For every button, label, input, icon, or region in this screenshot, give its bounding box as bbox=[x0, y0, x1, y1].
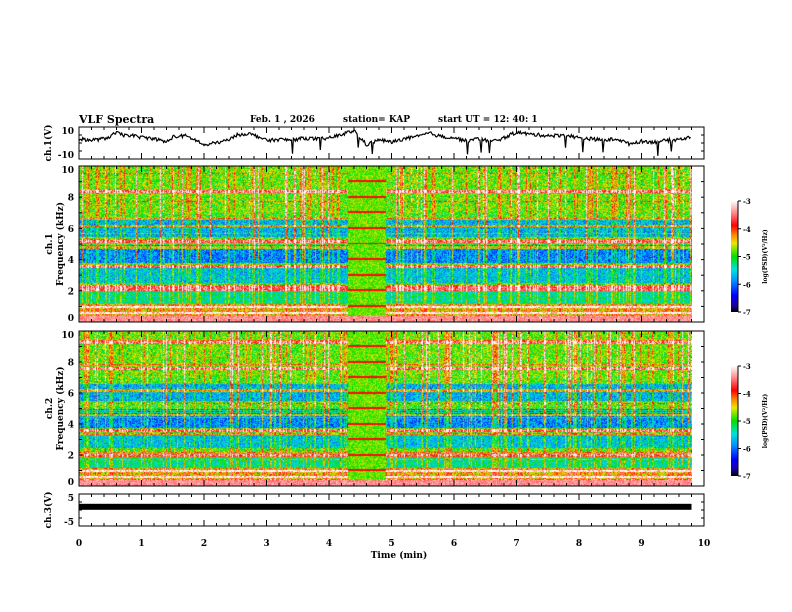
time-tick-label: 7 bbox=[513, 539, 519, 549]
date-label: Feb. 1 , 2026 bbox=[250, 115, 315, 125]
ch1-spectrogram-colorbar-tick-label: -7 bbox=[743, 308, 751, 317]
ch1-voltage-ytick-label: -10 bbox=[58, 151, 74, 161]
ch3-voltage-ytick-label: -5 bbox=[64, 518, 74, 528]
ch2-spectrogram-colorbar-label: log(PSD)(V²/Hz) bbox=[762, 394, 769, 449]
ch2-spectrogram-ytick-label: 10 bbox=[61, 331, 74, 341]
ch2-spectrogram-colorbar-tick-label: -7 bbox=[743, 472, 751, 481]
ch2-spectrogram-ytick-label: 8 bbox=[68, 359, 74, 369]
time-tick-label: 5 bbox=[388, 539, 394, 549]
ch2-spectrogram-colorbar-tick-label: -4 bbox=[743, 390, 751, 399]
time-tick-label: 10 bbox=[698, 539, 711, 549]
ch2-spectrogram-colorbar bbox=[731, 366, 738, 476]
ch1-spectrogram-ytick-label: 10 bbox=[61, 166, 74, 176]
ch2-spectrogram-colorbar-tick-label: -5 bbox=[743, 417, 751, 426]
ch1-spectrogram-colorbar-tick-label: -6 bbox=[743, 280, 751, 289]
ch1-spectrogram-image bbox=[79, 166, 692, 322]
time-tick-label: 2 bbox=[201, 539, 207, 549]
ch1-voltage-ylabel: ch.1(V) bbox=[43, 125, 54, 162]
time-tick-label: 3 bbox=[263, 539, 269, 549]
ch3-voltage-ytick-label: 5 bbox=[68, 494, 74, 504]
ch1-spectrogram-ylabel-quantity: Frequency (kHz) bbox=[55, 202, 66, 286]
trace-layer bbox=[78, 129, 692, 510]
start-time-label: start UT = 12: 40: 1 bbox=[438, 115, 538, 125]
ch3-voltage-ylabel: ch.3(V) bbox=[43, 492, 54, 529]
ch2-spectrogram-pixels bbox=[79, 331, 692, 486]
time-axis-label: Time (min) bbox=[371, 550, 428, 561]
ch2-spectrogram-ylabel-channel: ch.2 bbox=[45, 398, 55, 419]
ch1-spectrogram-pixels bbox=[79, 166, 692, 322]
ch2-spectrogram-ytick-label: 0 bbox=[68, 478, 74, 488]
axes-layer bbox=[78, 126, 741, 527]
ch2-spectrogram-ylabel-quantity: Frequency (kHz) bbox=[55, 366, 66, 450]
time-tick-label: 9 bbox=[638, 539, 644, 549]
ch1-spectrogram-colorbar-tick-label: -4 bbox=[743, 225, 751, 234]
ch1-spectrogram-ytick-label: 8 bbox=[68, 194, 74, 204]
time-tick-label: 0 bbox=[76, 539, 82, 549]
ch1-voltage-ytick-label: 10 bbox=[61, 127, 74, 137]
ch1-trace bbox=[78, 129, 691, 156]
station-label: station= KAP bbox=[343, 115, 411, 125]
time-tick-label: 4 bbox=[326, 539, 332, 549]
ch1-spectrogram-ytick-label: 2 bbox=[68, 287, 74, 297]
ch1-spectrogram-ytick-label: 4 bbox=[68, 256, 74, 266]
ch1-spectrogram-ytick-label: 6 bbox=[68, 225, 74, 235]
ch2-spectrogram-ytick-label: 4 bbox=[68, 421, 74, 431]
ch2-spectrogram-colorbar-tick-label: -6 bbox=[743, 445, 751, 454]
ch1-spectrogram-ylabel-channel: ch.1 bbox=[45, 233, 55, 254]
ch1-spectrogram-colorbar-label: log(PSD)(V²/Hz) bbox=[762, 229, 769, 284]
ch3-trace bbox=[79, 503, 692, 510]
time-tick-label: 8 bbox=[576, 539, 582, 549]
ch2-spectrogram-ytick-label: 6 bbox=[68, 390, 74, 400]
ch1-spectrogram-ytick-label: 0 bbox=[68, 314, 74, 324]
figure-title: VLF Spectra bbox=[79, 113, 155, 126]
ch1-spectrogram-colorbar-tick-label: -5 bbox=[743, 253, 751, 262]
ch2-spectrogram-ytick-label: 2 bbox=[68, 452, 74, 462]
time-tick-label: 6 bbox=[451, 539, 457, 549]
ch1-spectrogram-colorbar bbox=[731, 201, 738, 312]
ch1-spectrogram-colorbar-tick-label: -3 bbox=[743, 197, 751, 206]
time-tick-label: 1 bbox=[138, 539, 144, 549]
ch2-spectrogram-image bbox=[79, 331, 692, 486]
ch2-spectrogram-colorbar-tick-label: -3 bbox=[743, 362, 751, 371]
